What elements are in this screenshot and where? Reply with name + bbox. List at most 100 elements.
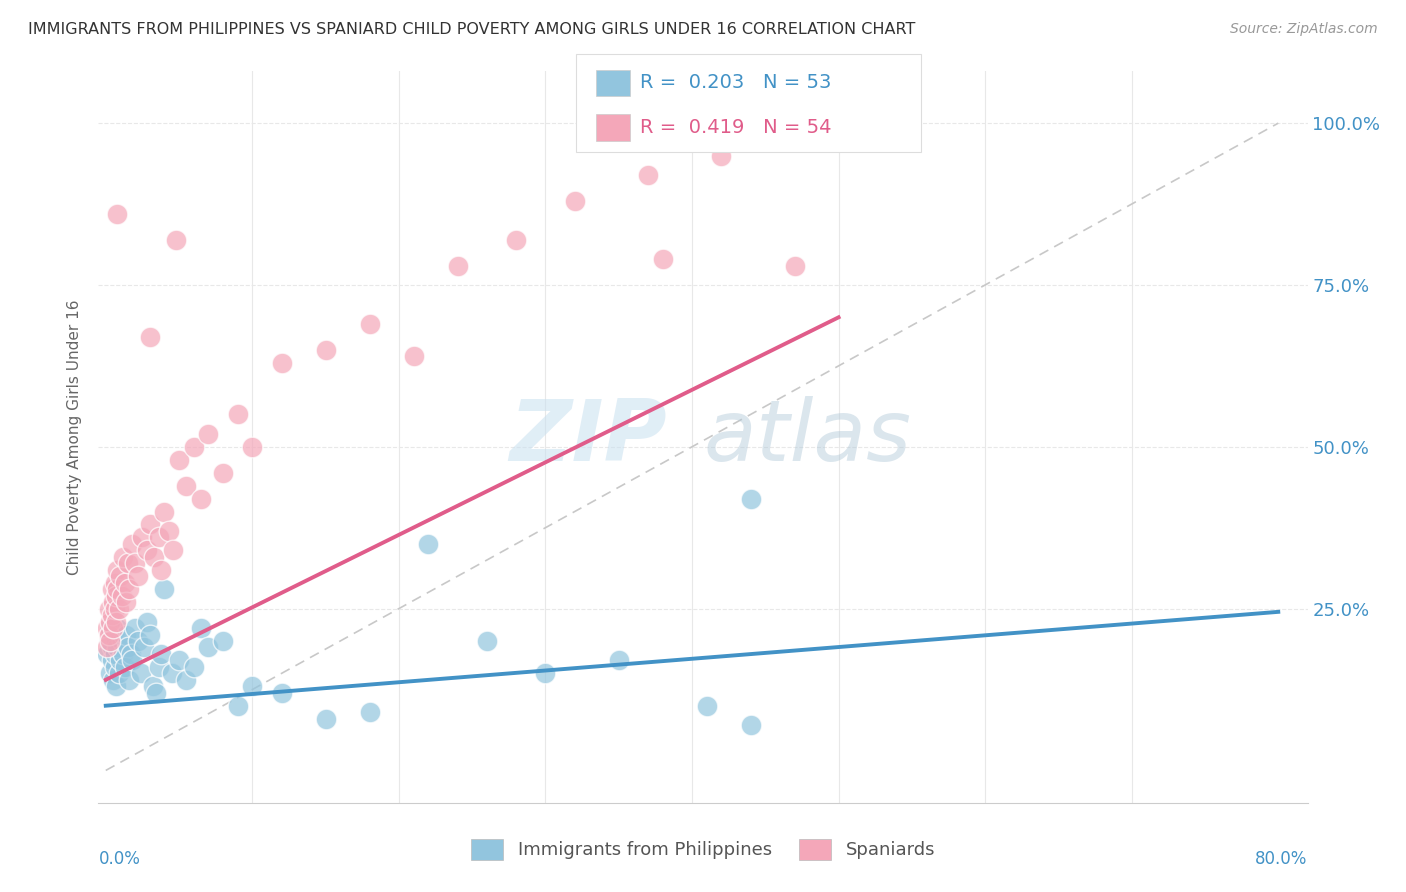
Point (120, 647, 142, 661)
Legend: Immigrants from Philippines, Spaniards: Immigrants from Philippines, Spaniards (464, 831, 942, 867)
Point (98, 621, 121, 635)
Point (783, 259, 806, 273)
Point (142, 679, 165, 693)
Text: 0.0%: 0.0% (98, 850, 141, 868)
Point (138, 517, 160, 532)
Point (197, 640, 219, 655)
Point (114, 660, 136, 674)
Point (740, 491, 762, 506)
Point (138, 330, 160, 344)
Point (121, 653, 143, 667)
Point (110, 653, 132, 667)
Point (105, 634, 128, 648)
Point (127, 634, 149, 648)
Point (167, 452, 190, 467)
Point (105, 589, 128, 603)
Point (740, 718, 762, 732)
Point (103, 575, 125, 590)
Point (176, 478, 198, 492)
Point (135, 543, 157, 558)
Point (97, 601, 120, 615)
Point (100, 582, 122, 597)
Point (101, 595, 124, 609)
Point (212, 634, 235, 648)
Point (115, 627, 138, 641)
Point (98, 634, 121, 648)
Point (107, 621, 129, 635)
Point (100, 653, 122, 667)
Point (100, 608, 122, 623)
Point (96, 621, 118, 635)
Text: ZIP: ZIP (509, 395, 666, 479)
Point (97, 627, 120, 641)
Text: R =  0.203   N = 53: R = 0.203 N = 53 (640, 73, 831, 93)
Point (121, 537, 143, 551)
Point (226, 698, 249, 713)
Point (359, 705, 381, 719)
Point (138, 627, 160, 641)
Text: atlas: atlas (703, 395, 911, 479)
Point (118, 582, 141, 597)
Point (446, 259, 468, 273)
Point (564, 194, 586, 208)
Point (101, 627, 124, 641)
Text: 80.0%: 80.0% (1256, 850, 1308, 868)
Point (110, 569, 132, 583)
Point (114, 575, 136, 590)
Point (607, 653, 630, 667)
Text: R =  0.419   N = 54: R = 0.419 N = 54 (640, 118, 831, 137)
Point (359, 317, 381, 331)
Point (124, 621, 146, 635)
Point (150, 563, 173, 577)
Point (148, 530, 170, 544)
Point (108, 601, 131, 615)
Point (153, 582, 176, 597)
Point (108, 666, 131, 681)
Point (101, 673, 124, 687)
Point (183, 440, 205, 454)
Point (176, 673, 198, 687)
Point (105, 679, 128, 693)
Point (111, 634, 134, 648)
Point (315, 343, 337, 357)
Point (143, 549, 166, 564)
Point (100, 640, 122, 655)
Point (475, 634, 498, 648)
Point (107, 582, 129, 597)
Point (135, 615, 157, 629)
Point (240, 440, 263, 454)
Point (103, 647, 125, 661)
Point (190, 621, 212, 635)
Point (101, 621, 124, 635)
Point (103, 660, 125, 674)
Point (226, 408, 249, 422)
Point (115, 595, 138, 609)
Point (131, 530, 153, 544)
Point (103, 601, 125, 615)
Point (96, 640, 118, 655)
Point (107, 640, 129, 655)
Point (162, 543, 184, 558)
Point (270, 356, 292, 370)
Point (197, 426, 219, 441)
Point (534, 666, 557, 681)
Point (97, 634, 120, 648)
Point (117, 557, 139, 571)
Point (112, 647, 135, 661)
Point (107, 207, 129, 221)
Text: IMMIGRANTS FROM PHILIPPINES VS SPANIARD CHILD POVERTY AMONG GIRLS UNDER 16 CORRE: IMMIGRANTS FROM PHILIPPINES VS SPANIARD … (28, 22, 915, 37)
Point (98, 615, 121, 629)
Point (157, 524, 180, 538)
Point (127, 569, 149, 583)
Point (153, 504, 176, 518)
Point (315, 712, 337, 726)
Point (124, 557, 146, 571)
Point (212, 466, 235, 480)
Point (118, 673, 141, 687)
Point (240, 679, 263, 693)
Point (505, 233, 527, 247)
Point (402, 349, 425, 363)
Point (148, 660, 170, 674)
Point (710, 148, 733, 162)
Point (96, 647, 118, 661)
